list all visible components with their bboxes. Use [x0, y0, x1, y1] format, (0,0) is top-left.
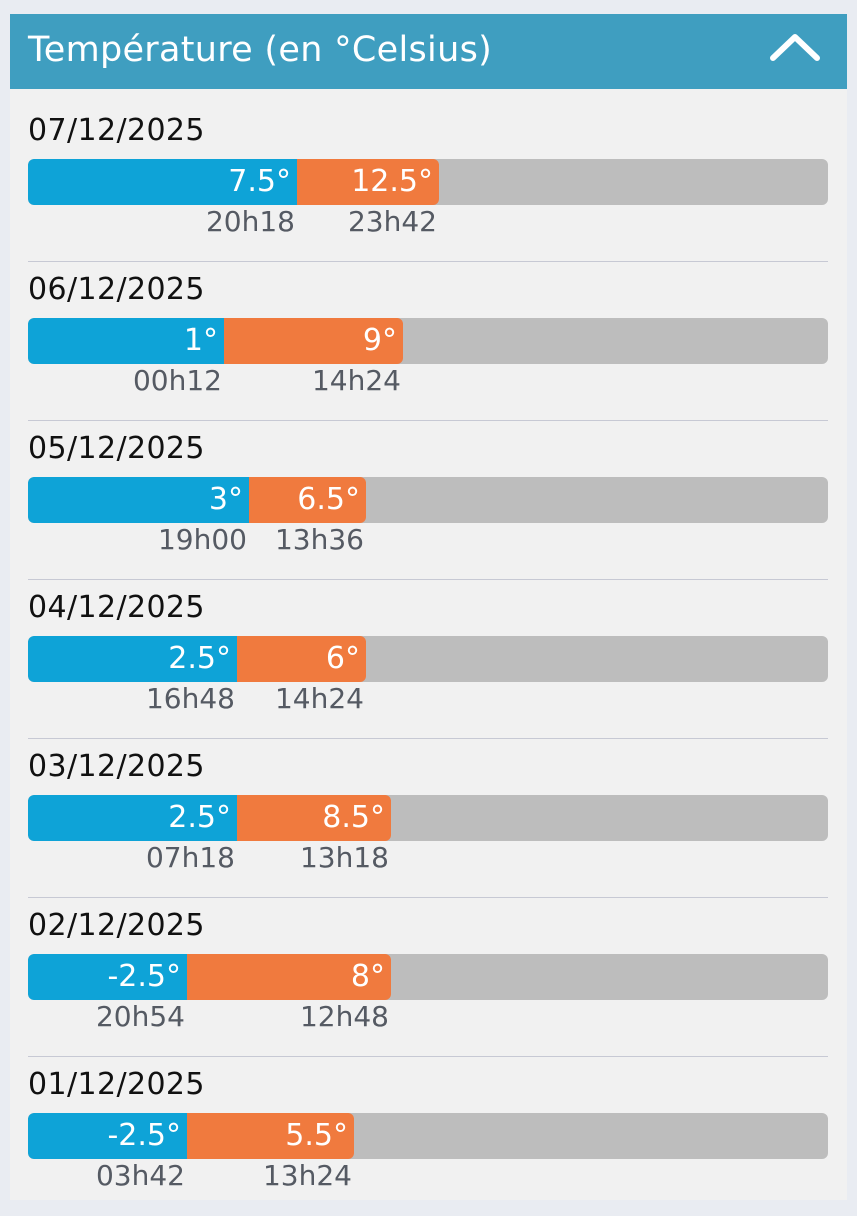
temperature-range-bar: -2.5° 8°	[28, 954, 828, 1000]
panel-title: Température (en °Celsius)	[28, 30, 493, 70]
temperature-range-bar: 7.5° 12.5°	[28, 159, 828, 205]
day-date: 03/12/2025	[28, 749, 205, 784]
min-temperature-bar	[28, 954, 187, 1000]
max-temperature-bar	[237, 795, 391, 841]
max-temperature-time: 14h24	[311, 364, 401, 397]
temperature-range-bar: 2.5° 8.5°	[28, 795, 828, 841]
day-date: 04/12/2025	[28, 590, 205, 625]
min-temperature-time: 03h42	[95, 1159, 185, 1192]
max-temperature-time: 12h48	[299, 1000, 389, 1033]
temperature-panel: Température (en °Celsius) 07/12/2025 7.5°…	[10, 14, 847, 1200]
min-temperature-value: 3°	[208, 482, 243, 517]
row-divider	[28, 261, 828, 262]
max-temperature-value: 6°	[325, 641, 360, 676]
min-temperature-bar	[28, 636, 237, 682]
day-row: 03/12/2025 2.5° 8.5° 07h18 13h18	[10, 739, 847, 898]
min-temperature-time: 00h12	[132, 364, 222, 397]
max-temperature-value: 5.5°	[285, 1118, 348, 1153]
max-temperature-value: 12.5°	[351, 164, 433, 199]
min-temperature-value: 1°	[183, 323, 218, 358]
day-row: 05/12/2025 3° 6.5° 19h00 13h36	[10, 421, 847, 580]
max-temperature-value: 6.5°	[297, 482, 360, 517]
chevron-up-icon[interactable]	[769, 32, 821, 62]
row-divider	[28, 738, 828, 739]
min-temperature-value: 2.5°	[168, 641, 231, 676]
panel-header[interactable]: Température (en °Celsius)	[10, 14, 847, 89]
temperature-range-bar: 2.5° 6°	[28, 636, 828, 682]
max-temperature-bar	[249, 477, 366, 523]
min-temperature-value: 2.5°	[168, 800, 231, 835]
min-temperature-time: 20h54	[95, 1000, 185, 1033]
min-temperature-value: -2.5°	[107, 1118, 181, 1153]
day-date: 06/12/2025	[28, 272, 205, 307]
day-date: 02/12/2025	[28, 908, 205, 943]
temperature-range-bar: 3° 6.5°	[28, 477, 828, 523]
day-row: 07/12/2025 7.5° 12.5° 20h18 23h42	[10, 103, 847, 262]
row-divider	[28, 897, 828, 898]
max-temperature-bar	[187, 954, 391, 1000]
max-temperature-time: 14h24	[274, 682, 364, 715]
max-temperature-bar	[297, 159, 439, 205]
min-temperature-bar	[28, 159, 297, 205]
max-temperature-bar	[224, 318, 403, 364]
min-temperature-time: 07h18	[145, 841, 235, 874]
min-temperature-bar	[28, 477, 249, 523]
max-temperature-time: 13h24	[262, 1159, 352, 1192]
max-temperature-value: 8.5°	[322, 800, 385, 835]
max-temperature-bar	[237, 636, 366, 682]
day-date: 01/12/2025	[28, 1067, 205, 1102]
temperature-range-bar: 1° 9°	[28, 318, 828, 364]
min-temperature-bar	[28, 1113, 187, 1159]
min-temperature-value: 7.5°	[228, 164, 291, 199]
min-temperature-time: 19h00	[157, 523, 247, 556]
max-temperature-value: 9°	[362, 323, 397, 358]
row-divider	[28, 420, 828, 421]
row-divider	[28, 579, 828, 580]
max-temperature-time: 13h18	[299, 841, 389, 874]
max-temperature-value: 8°	[350, 959, 385, 994]
min-temperature-time: 16h48	[145, 682, 235, 715]
temperature-range-bar: -2.5° 5.5°	[28, 1113, 828, 1159]
max-temperature-bar	[187, 1113, 354, 1159]
day-date: 07/12/2025	[28, 113, 205, 148]
row-divider	[28, 1056, 828, 1057]
min-temperature-time: 20h18	[205, 205, 295, 238]
min-temperature-bar	[28, 318, 224, 364]
max-temperature-time: 13h36	[274, 523, 364, 556]
day-row: 02/12/2025 -2.5° 8° 20h54 12h48	[10, 898, 847, 1057]
min-temperature-bar	[28, 795, 237, 841]
min-temperature-value: -2.5°	[107, 959, 181, 994]
day-list: 07/12/2025 7.5° 12.5° 20h18 23h42 06/12/2025 1…	[10, 103, 847, 1216]
day-row: 01/12/2025 -2.5° 5.5° 03h42 13h24	[10, 1057, 847, 1216]
max-temperature-time: 23h42	[347, 205, 437, 238]
day-row: 04/12/2025 2.5° 6° 16h48 14h24	[10, 580, 847, 739]
day-date: 05/12/2025	[28, 431, 205, 466]
day-row: 06/12/2025 1° 9° 00h12 14h24	[10, 262, 847, 421]
